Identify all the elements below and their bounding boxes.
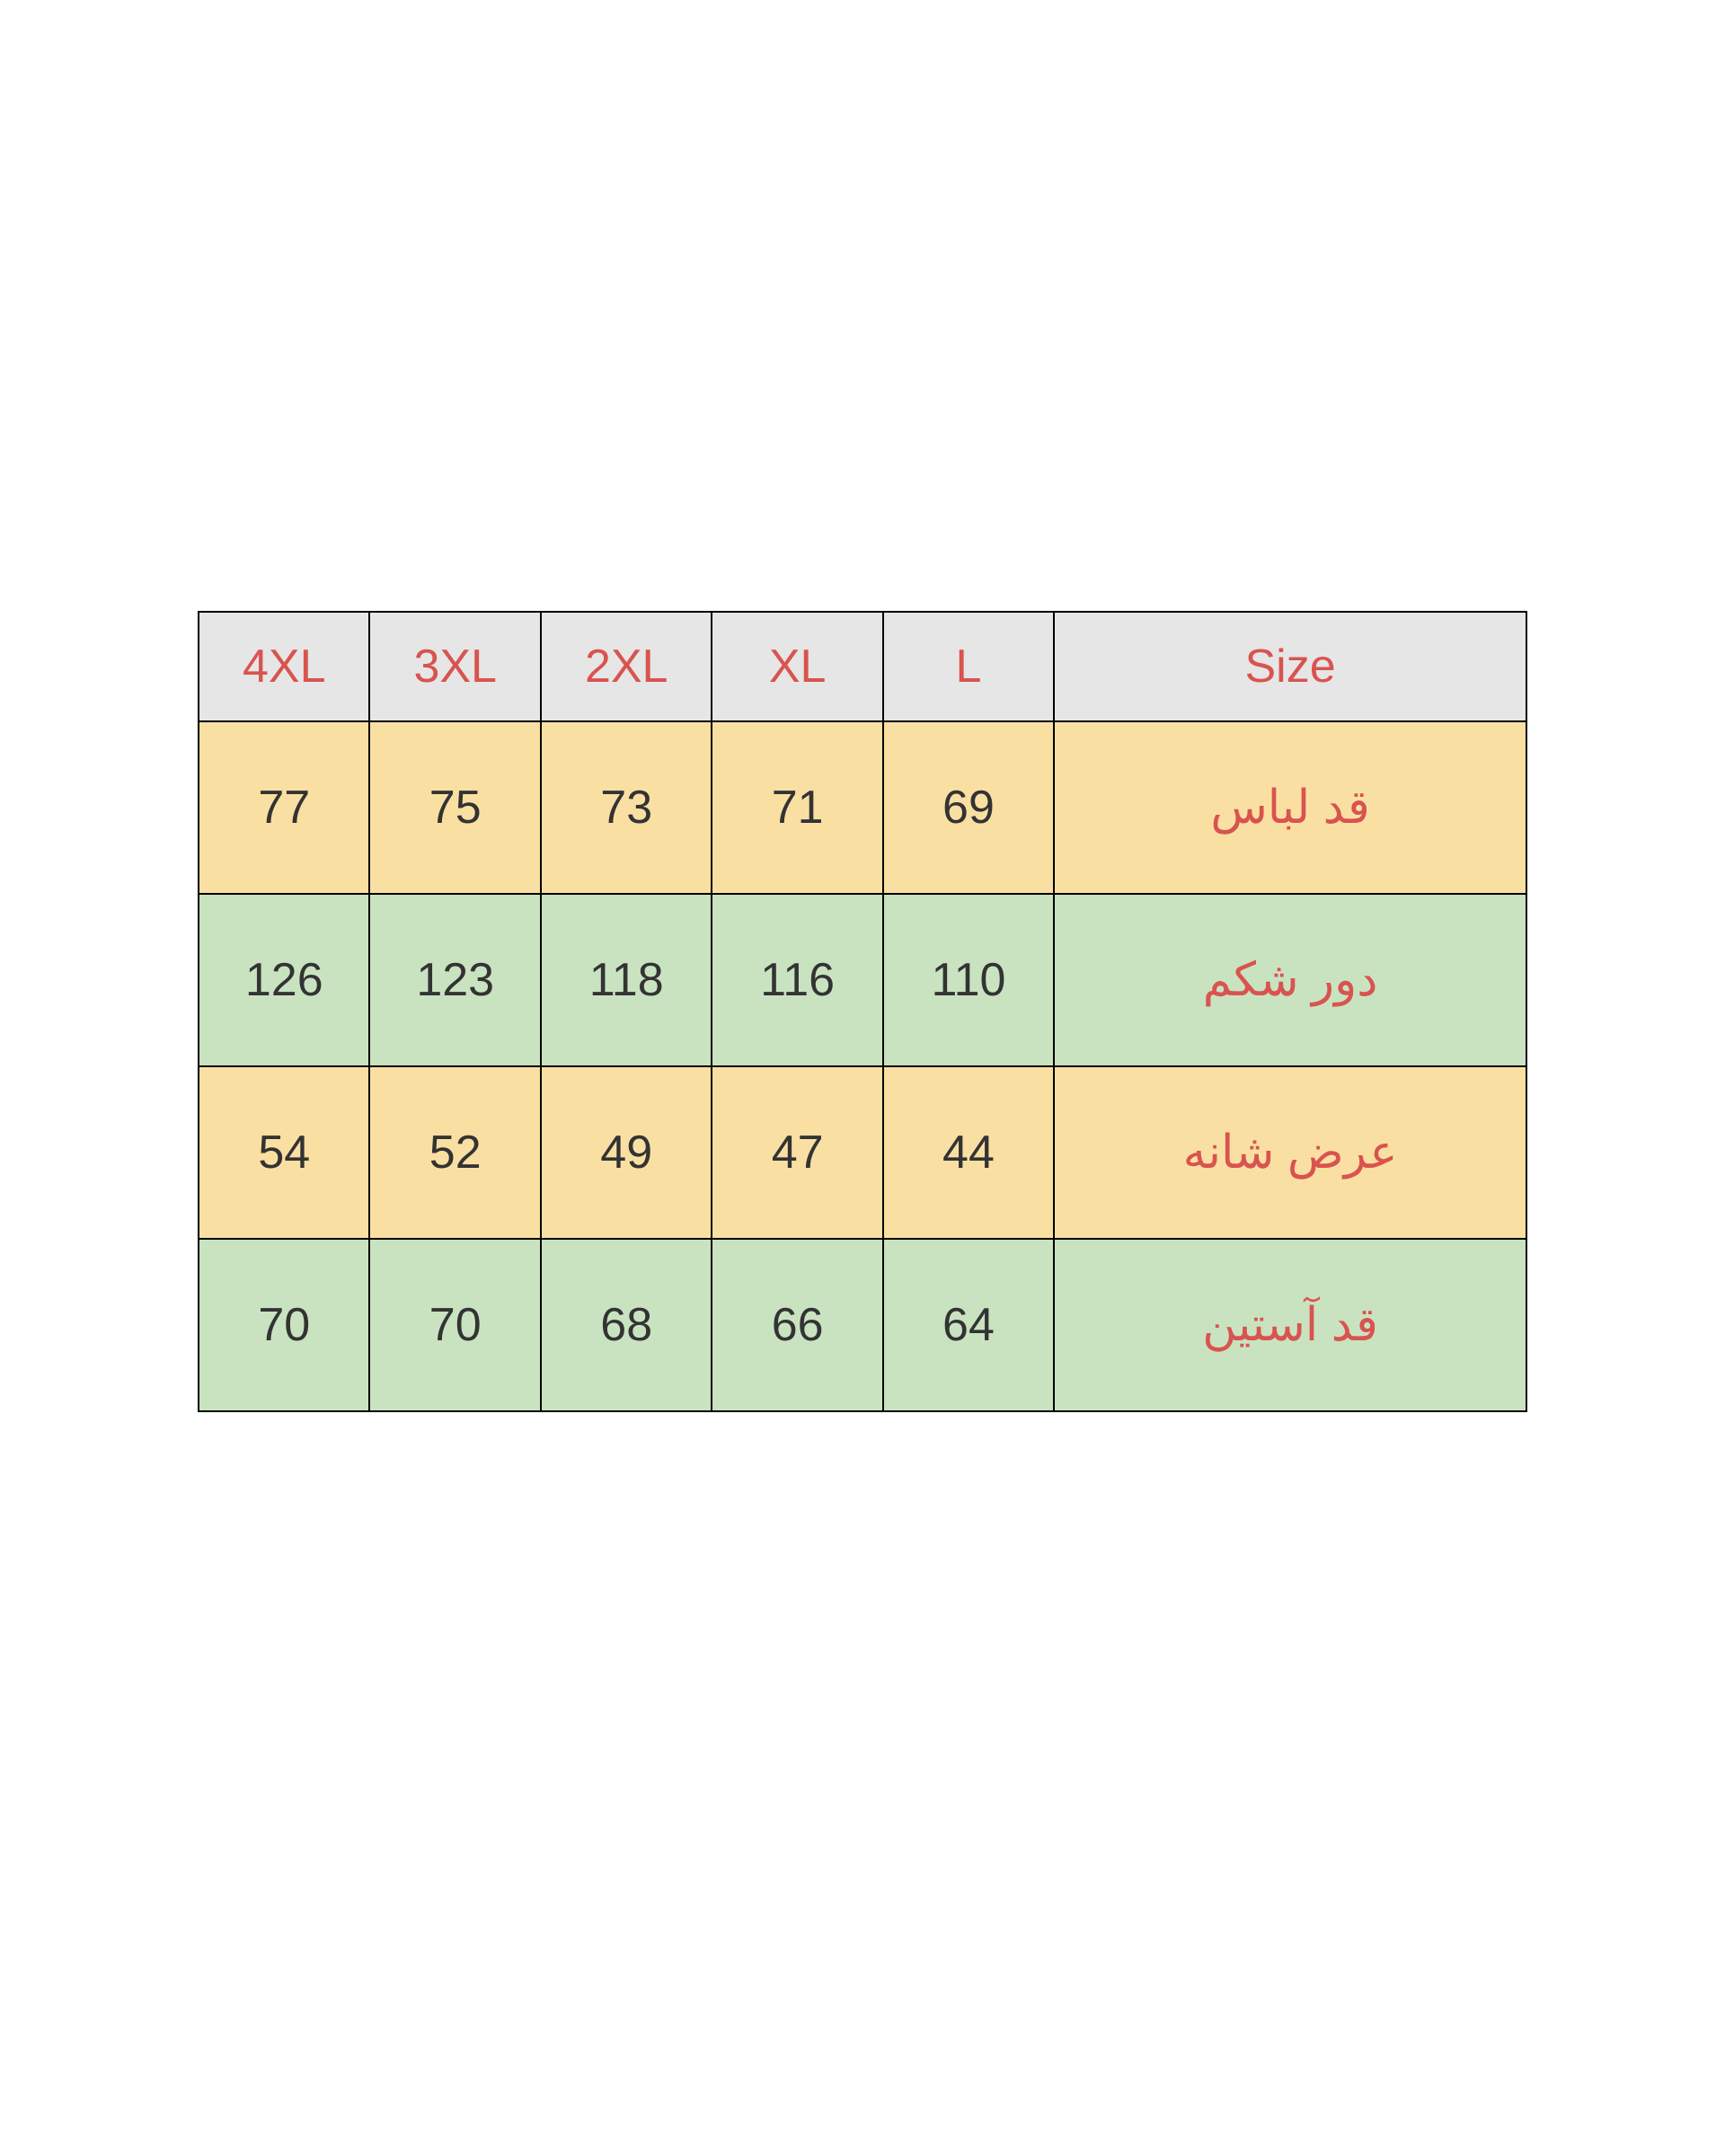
cell-row-label: دور شکم (1054, 894, 1526, 1066)
cell-value: 118 (541, 894, 712, 1066)
table-header-row: 4XL 3XL 2XL XL L Size (199, 612, 1526, 721)
table-row: 54 52 49 47 44 عرض شانه (199, 1066, 1526, 1239)
cell-value: 123 (369, 894, 540, 1066)
cell-value: 66 (712, 1239, 882, 1411)
header-size-label: Size (1054, 612, 1526, 721)
header-xl: XL (712, 612, 882, 721)
table-row: 126 123 118 116 110 دور شکم (199, 894, 1526, 1066)
cell-value: 70 (199, 1239, 369, 1411)
table-row: 77 75 73 71 69 قد لباس (199, 721, 1526, 894)
cell-value: 68 (541, 1239, 712, 1411)
header-4xl: 4XL (199, 612, 369, 721)
cell-value: 64 (883, 1239, 1054, 1411)
cell-value: 110 (883, 894, 1054, 1066)
cell-row-label: عرض شانه (1054, 1066, 1526, 1239)
cell-value: 77 (199, 721, 369, 894)
cell-row-label: قد لباس (1054, 721, 1526, 894)
cell-value: 49 (541, 1066, 712, 1239)
table-row: 70 70 68 66 64 قد آستین (199, 1239, 1526, 1411)
cell-row-label: قد آستین (1054, 1239, 1526, 1411)
header-l: L (883, 612, 1054, 721)
cell-value: 47 (712, 1066, 882, 1239)
cell-value: 44 (883, 1066, 1054, 1239)
cell-value: 70 (369, 1239, 540, 1411)
cell-value: 54 (199, 1066, 369, 1239)
cell-value: 69 (883, 721, 1054, 894)
cell-value: 116 (712, 894, 882, 1066)
header-2xl: 2XL (541, 612, 712, 721)
cell-value: 73 (541, 721, 712, 894)
cell-value: 52 (369, 1066, 540, 1239)
size-chart-table: 4XL 3XL 2XL XL L Size 77 75 73 71 69 قد … (198, 611, 1527, 1412)
size-chart-container: 4XL 3XL 2XL XL L Size 77 75 73 71 69 قد … (198, 611, 1527, 1412)
cell-value: 75 (369, 721, 540, 894)
cell-value: 126 (199, 894, 369, 1066)
header-3xl: 3XL (369, 612, 540, 721)
cell-value: 71 (712, 721, 882, 894)
